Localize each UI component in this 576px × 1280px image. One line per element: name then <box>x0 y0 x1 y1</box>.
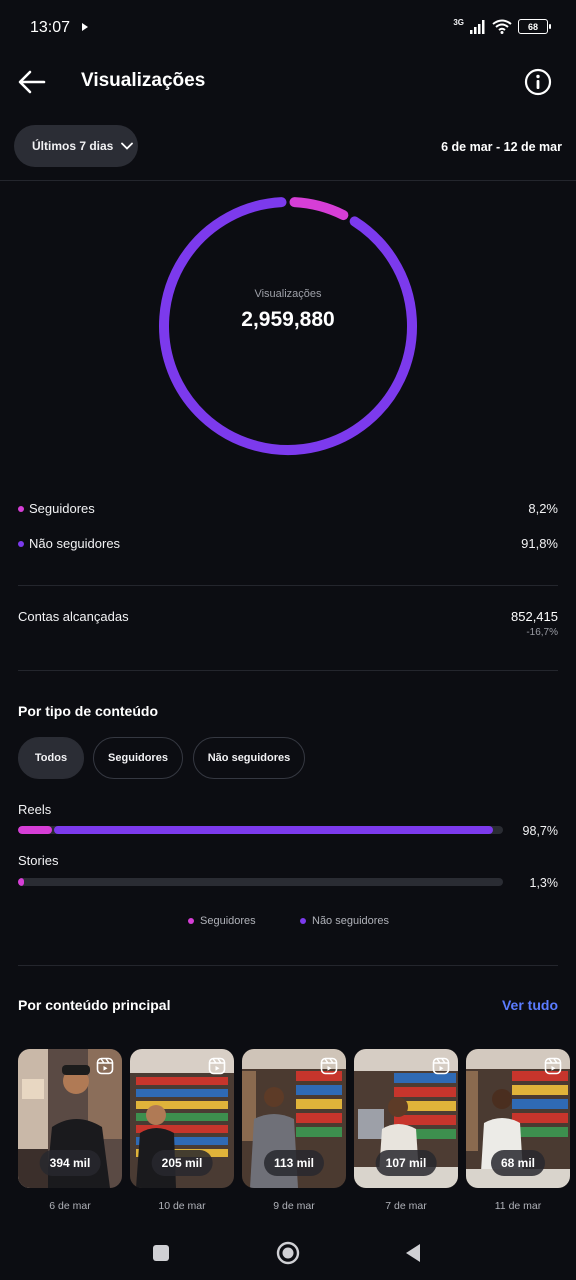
non-followers-arc <box>159 197 417 455</box>
tab-all[interactable]: Todos <box>18 737 84 779</box>
reach-label: Contas alcançadas <box>18 609 129 624</box>
bar-label-reels: Reels <box>18 802 52 817</box>
see-all-link[interactable]: Ver tudo <box>501 997 558 1013</box>
view-count: 107 mil <box>375 1150 437 1176</box>
arrow-left-icon[interactable] <box>16 68 48 96</box>
followers-arc <box>289 197 349 221</box>
content-date: 6 de mar <box>49 1200 91 1212</box>
top-content-title: Por conteúdo principal <box>18 997 171 1013</box>
reel-icon <box>544 1057 562 1075</box>
stories-followers-segment <box>18 878 25 886</box>
divider <box>18 670 558 671</box>
content-thumbnail[interactable]: 68 mil <box>466 1049 570 1188</box>
reach-change: -16,7% <box>526 627 558 638</box>
reach-value: 852,415 <box>511 609 558 624</box>
view-count: 205 mil <box>151 1150 213 1176</box>
signal-icon <box>470 19 485 34</box>
content-date: 10 de mar <box>158 1200 206 1212</box>
total-views: 2,959,880 <box>241 308 335 331</box>
reels-bar <box>18 826 503 834</box>
divider <box>0 180 576 181</box>
view-count: 68 mil <box>490 1150 546 1176</box>
legend-followers: Seguidores 8,2% <box>18 500 558 520</box>
content-date: 7 de mar <box>385 1200 427 1212</box>
status-bar: 13:07 3G 68 <box>0 0 576 58</box>
back-triangle-icon[interactable] <box>404 1243 422 1263</box>
non-followers-dot <box>18 541 24 547</box>
content-type-title: Por tipo de conteúdo <box>18 703 158 719</box>
reels-pct: 98,7% <box>522 824 558 838</box>
reel-icon <box>208 1057 226 1075</box>
status-time: 13:07 <box>30 19 71 36</box>
legend-label: Não seguidores <box>29 536 121 551</box>
tab-followers[interactable]: Seguidores <box>93 737 183 779</box>
views-donut-chart <box>159 197 417 455</box>
tab-non-followers[interactable]: Não seguidores <box>193 737 305 779</box>
content-date: 9 de mar <box>273 1200 315 1212</box>
non-followers-dot <box>300 918 306 924</box>
home-circle-icon[interactable] <box>276 1241 300 1265</box>
reels-followers-segment <box>18 826 52 834</box>
battery-level: 68 <box>527 21 538 32</box>
tab-label: Seguidores <box>108 752 168 764</box>
play-icon <box>82 23 88 31</box>
divider <box>18 965 558 966</box>
reel-icon <box>96 1057 114 1075</box>
followers-dot <box>188 918 194 924</box>
followers-dot <box>18 506 24 512</box>
bar-legend-followers: Seguidores <box>188 915 256 927</box>
content-thumbnail[interactable]: 107 mil <box>354 1049 458 1188</box>
view-count: 113 mil <box>263 1150 325 1176</box>
date-range: 6 de mar - 12 de mar <box>441 140 562 154</box>
battery-icon: 68 <box>518 19 551 34</box>
bar-label-stories: Stories <box>18 853 59 868</box>
legend-label: Seguidores <box>200 915 256 927</box>
wifi-icon <box>492 19 512 34</box>
content-date: 11 de mar <box>494 1200 542 1212</box>
header: Visualizações <box>0 58 576 106</box>
tab-label: Não seguidores <box>207 752 291 764</box>
date-filter-label: Últimos 7 dias <box>32 139 114 153</box>
content-thumbnail[interactable]: 205 mil <box>130 1049 234 1188</box>
legend-label: Seguidores <box>29 501 95 516</box>
date-filter-dropdown[interactable]: Últimos 7 dias <box>14 125 138 167</box>
stories-bar <box>18 878 503 886</box>
legend-non-followers: Não seguidores 91,8% <box>18 535 558 555</box>
reels-non-followers-segment <box>53 826 493 834</box>
divider <box>18 585 558 586</box>
reel-icon <box>432 1057 450 1075</box>
system-navigation-bar <box>0 1226 576 1280</box>
page-title: Visualizações <box>81 70 206 91</box>
chevron-down-icon <box>121 142 134 150</box>
network-type: 3G <box>453 18 464 27</box>
recents-square-icon[interactable] <box>152 1244 170 1262</box>
tab-label: Todos <box>34 752 68 764</box>
info-icon[interactable] <box>524 68 552 96</box>
view-count: 394 mil <box>39 1150 101 1176</box>
donut-label: Visualizações <box>254 288 322 300</box>
content-thumbnail[interactable]: 113 mil <box>242 1049 346 1188</box>
legend-pct: 8,2% <box>528 501 558 516</box>
legend-label: Não seguidores <box>312 915 390 927</box>
reel-icon <box>320 1057 338 1075</box>
bar-legend-non-followers: Não seguidores <box>300 915 389 927</box>
stories-pct: 1,3% <box>529 876 559 890</box>
content-thumbnail[interactable]: 394 mil <box>18 1049 122 1188</box>
legend-pct: 91,8% <box>521 536 558 551</box>
